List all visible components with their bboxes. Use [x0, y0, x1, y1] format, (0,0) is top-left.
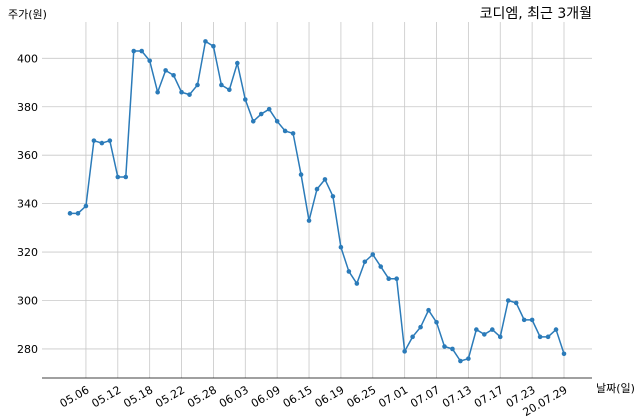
- point: [258, 111, 264, 117]
- x-tick-label: 07.07: [408, 383, 442, 410]
- y-tick-label: 360: [17, 149, 38, 162]
- x-tick-label: 06.15: [281, 383, 315, 410]
- point: [250, 118, 256, 124]
- x-tick-label: 06.19: [313, 383, 347, 410]
- y-tick-label: 280: [17, 343, 38, 356]
- point: [418, 324, 423, 330]
- point: [290, 131, 296, 136]
- x-tick-label: 07.13: [440, 383, 474, 410]
- y-tick-label: 320: [17, 246, 38, 259]
- point: [386, 276, 392, 282]
- point: [83, 203, 89, 209]
- point: [521, 317, 527, 323]
- point: [115, 174, 121, 180]
- point: [171, 72, 176, 78]
- y-tick-label: 380: [17, 101, 38, 114]
- point: [274, 118, 280, 124]
- point: [99, 140, 105, 146]
- x-tick-label: 05.28: [185, 383, 219, 410]
- point: [131, 48, 137, 54]
- point: [242, 97, 248, 102]
- point: [545, 334, 551, 340]
- point: [163, 68, 168, 73]
- point: [147, 58, 152, 64]
- point: [354, 281, 360, 286]
- point: [370, 252, 376, 257]
- point: [75, 211, 81, 216]
- point: [378, 264, 384, 269]
- point: [434, 319, 439, 325]
- point: [187, 92, 192, 97]
- point: [402, 349, 407, 354]
- point: [466, 356, 471, 361]
- x-tick-label: 05.18: [121, 383, 155, 410]
- y-tick-label: 300: [17, 295, 38, 308]
- point: [513, 300, 519, 306]
- point: [123, 174, 129, 180]
- point: [322, 177, 328, 182]
- chart-title: 코디엠, 최근 3개월: [480, 6, 592, 22]
- point: [330, 194, 336, 199]
- point: [561, 351, 567, 357]
- point: [442, 344, 447, 349]
- point: [219, 82, 224, 88]
- point: [139, 48, 145, 54]
- point: [489, 327, 495, 332]
- point: [235, 60, 240, 66]
- point: [107, 138, 113, 143]
- point: [553, 327, 559, 332]
- point: [227, 87, 232, 93]
- point: [537, 334, 543, 340]
- point: [410, 334, 415, 340]
- point: [155, 89, 160, 95]
- x-tick-label: 06.25: [344, 383, 378, 410]
- point: [179, 89, 184, 95]
- y-axis-label: 주가(원): [8, 8, 47, 21]
- point: [474, 327, 479, 332]
- point: [346, 269, 352, 274]
- x-tick-label: 06.09: [249, 383, 283, 410]
- point: [195, 82, 200, 88]
- x-tick-label: 05.22: [153, 383, 187, 410]
- point: [362, 259, 368, 265]
- x-tick-label: 07.01: [376, 383, 410, 410]
- x-axis-label: 날짜(일): [596, 381, 635, 395]
- point: [211, 43, 216, 49]
- x-tick-label: 07.17: [472, 383, 506, 410]
- point: [203, 39, 208, 44]
- point: [426, 307, 431, 313]
- point: [338, 244, 344, 250]
- point: [314, 186, 320, 192]
- line: [70, 40, 565, 362]
- point: [529, 317, 535, 323]
- point: [266, 106, 272, 112]
- point: [505, 298, 511, 303]
- point: [298, 172, 304, 177]
- point: [394, 276, 399, 282]
- point: [497, 334, 503, 340]
- point: [482, 332, 487, 337]
- x-tick-label: 05.12: [90, 383, 124, 410]
- point: [91, 138, 97, 143]
- x-tick-label: 05.06: [58, 383, 92, 410]
- point: [306, 218, 312, 223]
- y-tick-label: 340: [17, 198, 38, 211]
- x-tick-label: 06.03: [217, 383, 251, 410]
- y-tick-label: 400: [17, 52, 38, 65]
- point: [450, 346, 455, 352]
- point: [282, 128, 288, 134]
- point: [458, 358, 463, 364]
- point: [67, 211, 73, 216]
